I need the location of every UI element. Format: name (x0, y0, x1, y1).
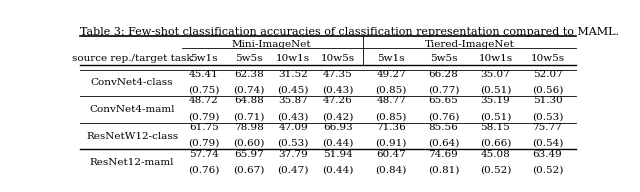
Text: source rep./target task: source rep./target task (72, 54, 193, 63)
Text: 5w1s: 5w1s (190, 54, 218, 63)
Text: (0.53): (0.53) (278, 139, 309, 148)
Text: (0.52): (0.52) (480, 165, 511, 174)
Text: 47.35: 47.35 (323, 70, 353, 79)
Text: 5w5s: 5w5s (235, 54, 262, 63)
Text: (0.54): (0.54) (532, 139, 563, 148)
Text: 51.94: 51.94 (323, 150, 353, 159)
Text: (0.47): (0.47) (278, 165, 309, 174)
Text: (0.71): (0.71) (233, 112, 264, 121)
Text: 10w5s: 10w5s (531, 54, 564, 63)
Text: 10w1s: 10w1s (478, 54, 513, 63)
Text: (0.81): (0.81) (428, 165, 459, 174)
Text: 66.28: 66.28 (428, 70, 458, 79)
Text: (0.60): (0.60) (233, 139, 264, 148)
Text: 49.27: 49.27 (376, 70, 406, 79)
Text: 10w5s: 10w5s (321, 54, 355, 63)
Text: 35.87: 35.87 (278, 96, 308, 105)
Text: Table 3: Few-shot classification accuracies of classification representation com: Table 3: Few-shot classification accurac… (80, 27, 619, 37)
Text: 63.49: 63.49 (532, 150, 563, 159)
Text: (0.76): (0.76) (428, 112, 459, 121)
Text: ConvNet4-maml: ConvNet4-maml (90, 105, 175, 114)
Text: 10w1s: 10w1s (276, 54, 310, 63)
Text: (0.64): (0.64) (428, 139, 459, 148)
Text: 64.88: 64.88 (234, 96, 264, 105)
Text: (0.67): (0.67) (233, 165, 264, 174)
Text: (0.43): (0.43) (322, 85, 354, 94)
Text: ResNetW12-class: ResNetW12-class (86, 132, 178, 141)
Text: 45.41: 45.41 (189, 70, 219, 79)
Text: 71.36: 71.36 (376, 123, 406, 132)
Text: 48.72: 48.72 (189, 96, 219, 105)
Text: 5w1s: 5w1s (378, 54, 405, 63)
Text: (0.76): (0.76) (188, 165, 220, 174)
Text: 52.07: 52.07 (532, 70, 563, 79)
Text: (0.51): (0.51) (480, 112, 511, 121)
Text: 31.52: 31.52 (278, 70, 308, 79)
Text: 5w5s: 5w5s (429, 54, 457, 63)
Text: (0.44): (0.44) (322, 139, 354, 148)
Text: (0.84): (0.84) (376, 165, 407, 174)
Text: (0.79): (0.79) (188, 112, 220, 121)
Text: 51.30: 51.30 (532, 96, 563, 105)
Text: 66.93: 66.93 (323, 123, 353, 132)
Text: 57.74: 57.74 (189, 150, 219, 159)
Text: Tiered-ImageNet: Tiered-ImageNet (424, 40, 515, 49)
Text: (0.42): (0.42) (322, 112, 354, 121)
Text: 65.65: 65.65 (428, 96, 458, 105)
Text: 74.69: 74.69 (428, 150, 458, 159)
Text: 45.08: 45.08 (481, 150, 510, 159)
Text: (0.85): (0.85) (376, 112, 407, 121)
Text: (0.43): (0.43) (278, 112, 309, 121)
Text: 35.19: 35.19 (481, 96, 510, 105)
Text: ConvNet4-class: ConvNet4-class (91, 78, 173, 87)
Text: (0.77): (0.77) (428, 85, 459, 94)
Text: ResNet12-maml: ResNet12-maml (90, 158, 174, 167)
Text: (0.45): (0.45) (278, 85, 309, 94)
Text: 75.77: 75.77 (532, 123, 563, 132)
Text: 62.38: 62.38 (234, 70, 264, 79)
Text: (0.66): (0.66) (480, 139, 511, 148)
Text: 61.75: 61.75 (189, 123, 219, 132)
Text: (0.44): (0.44) (322, 165, 354, 174)
Text: 35.07: 35.07 (481, 70, 510, 79)
Text: (0.75): (0.75) (188, 85, 220, 94)
Text: (0.53): (0.53) (532, 112, 563, 121)
Text: 47.26: 47.26 (323, 96, 353, 105)
Text: (0.74): (0.74) (233, 85, 264, 94)
Text: 48.77: 48.77 (376, 96, 406, 105)
Text: 58.15: 58.15 (481, 123, 510, 132)
Text: 37.79: 37.79 (278, 150, 308, 159)
Text: 78.98: 78.98 (234, 123, 264, 132)
Text: (0.51): (0.51) (480, 85, 511, 94)
Text: (0.52): (0.52) (532, 165, 563, 174)
Text: (0.79): (0.79) (188, 139, 220, 148)
Text: 65.97: 65.97 (234, 150, 264, 159)
Text: 60.47: 60.47 (376, 150, 406, 159)
Text: 85.56: 85.56 (428, 123, 458, 132)
Text: 47.09: 47.09 (278, 123, 308, 132)
Text: (0.56): (0.56) (532, 85, 563, 94)
Text: (0.91): (0.91) (376, 139, 407, 148)
Text: (0.85): (0.85) (376, 85, 407, 94)
Text: Mini-ImageNet: Mini-ImageNet (231, 40, 311, 49)
